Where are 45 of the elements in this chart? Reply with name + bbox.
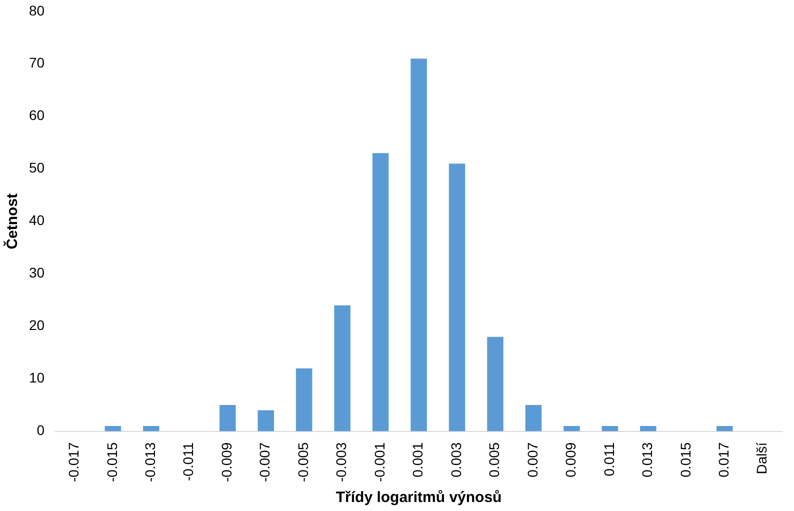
x-tick-label: -0.007 (256, 442, 273, 482)
y-tick-label: 70 (28, 54, 45, 71)
y-tick-label: 60 (28, 107, 45, 124)
x-tick-label: 0.017 (716, 442, 732, 478)
bar (564, 426, 580, 432)
x-tick-label: 0.003 (448, 442, 464, 478)
y-tick-label: 20 (28, 317, 45, 334)
bar (334, 305, 350, 432)
x-axis-title: Třídy logaritmů výnosů (336, 489, 502, 506)
x-tick-label: -0.011 (180, 442, 196, 481)
bar (104, 426, 122, 432)
x-tick-label: 0.013 (639, 442, 656, 478)
bar (372, 153, 389, 432)
bar (602, 426, 618, 432)
x-tick-label: 0.015 (677, 442, 694, 478)
x-tick-label: 0.005 (486, 442, 502, 478)
x-tick-label: -0.015 (104, 442, 120, 482)
x-tick-label: 0.011 (600, 442, 617, 476)
bar (487, 336, 504, 432)
y-tick-label: 30 (28, 264, 45, 281)
y-tick-label: 0 (36, 422, 45, 438)
x-tick-label: -0.003 (333, 442, 350, 482)
bar (219, 405, 236, 432)
y-tick-label: 40 (28, 212, 45, 228)
bar (143, 426, 160, 432)
bar (258, 410, 274, 432)
y-tick-label: 50 (28, 160, 45, 176)
bar (716, 426, 733, 432)
x-tick-label: -0.017 (66, 442, 82, 482)
bar (640, 426, 656, 432)
y-tick-label: 80 (28, 2, 45, 18)
x-tick-label: 0.007 (524, 442, 540, 478)
x-tick-label: 0.001 (410, 442, 426, 478)
bar (525, 405, 542, 432)
x-tick-label: -0.009 (218, 442, 234, 482)
bar (410, 58, 427, 432)
x-tick-label: -0.005 (294, 442, 311, 482)
x-tick-label: 0.009 (562, 442, 579, 478)
x-tick-label: -0.001 (371, 442, 388, 482)
y-axis-title: Četnost (3, 193, 22, 250)
y-tick-label: 10 (28, 370, 45, 386)
x-tick-label: -0.013 (142, 442, 158, 482)
bar (448, 164, 466, 432)
bar (296, 368, 312, 432)
x-tick-label: Další (754, 442, 770, 474)
